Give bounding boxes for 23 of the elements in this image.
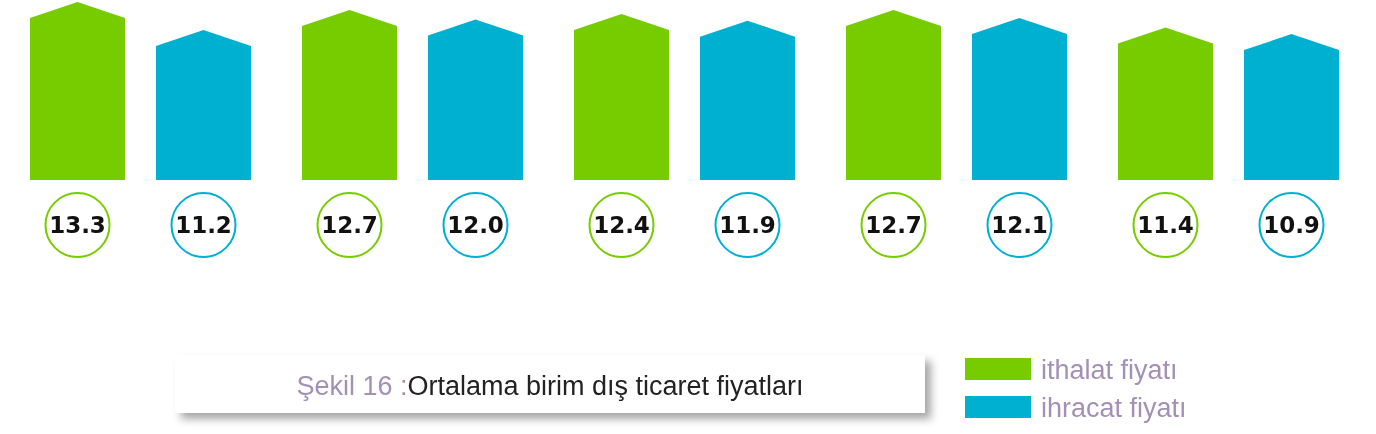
data-label: 13.3 bbox=[49, 212, 106, 238]
bar bbox=[1118, 27, 1213, 180]
data-label: 12.1 bbox=[991, 212, 1048, 238]
bar bbox=[972, 18, 1067, 180]
bar bbox=[156, 30, 251, 180]
data-label: 11.4 bbox=[1137, 212, 1194, 238]
bar bbox=[302, 10, 397, 180]
legend-label: ithalat fiyatı bbox=[1041, 355, 1178, 385]
data-label: 11.2 bbox=[175, 212, 232, 238]
bar bbox=[428, 19, 523, 180]
bar bbox=[30, 2, 125, 180]
data-label: 11.9 bbox=[719, 212, 776, 238]
bar bbox=[1244, 34, 1339, 180]
text: Şekil 16 :Ortalama birim dış ticaret fiyatları bbox=[296, 371, 804, 401]
bar bbox=[700, 20, 795, 180]
data-label: 12.7 bbox=[865, 212, 922, 238]
data-label: 12.0 bbox=[447, 212, 504, 238]
data-label: 12.7 bbox=[321, 212, 378, 238]
legend-label: ihracat fiyatı bbox=[1041, 393, 1187, 423]
data-label: 10.9 bbox=[1263, 212, 1320, 238]
data-label: 12.4 bbox=[593, 212, 650, 238]
bar bbox=[846, 10, 941, 180]
bar bbox=[574, 14, 669, 180]
